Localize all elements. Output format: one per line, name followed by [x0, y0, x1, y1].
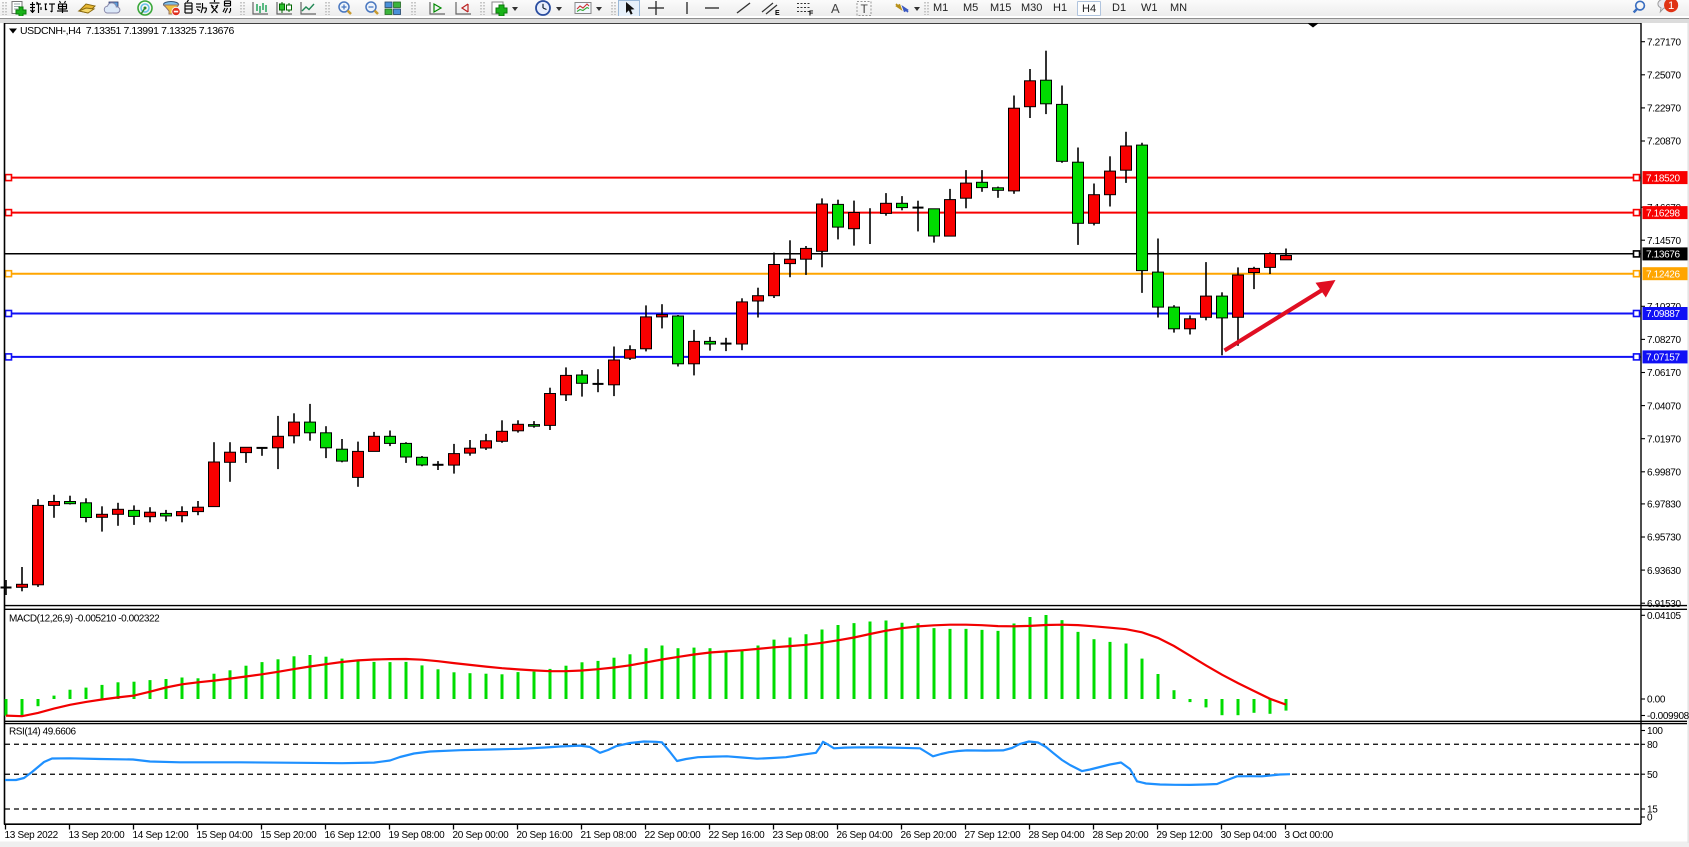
svg-text:28 Sep 04:00: 28 Sep 04:00 — [1029, 830, 1086, 841]
svg-text:F: F — [809, 11, 814, 18]
svg-text:13 Sep 20:00: 13 Sep 20:00 — [69, 830, 126, 841]
svg-text:6.99870: 6.99870 — [1647, 468, 1681, 479]
svg-text:7.06170: 7.06170 — [1647, 368, 1681, 379]
svg-text:50: 50 — [1647, 770, 1658, 781]
svg-text:20 Sep 00:00: 20 Sep 00:00 — [453, 830, 510, 841]
svg-text:28 Sep 20:00: 28 Sep 20:00 — [1093, 830, 1150, 841]
svg-text:E: E — [775, 10, 780, 17]
svg-text:6.97830: 6.97830 — [1647, 500, 1681, 511]
svg-text:0: 0 — [1647, 813, 1653, 824]
svg-text:6.95730: 6.95730 — [1647, 533, 1681, 544]
svg-text:7.08270: 7.08270 — [1647, 335, 1681, 346]
svg-text:7.27170: 7.27170 — [1647, 37, 1681, 48]
svg-text:0.04105: 0.04105 — [1647, 611, 1681, 622]
svg-text:29 Sep 12:00: 29 Sep 12:00 — [1157, 830, 1214, 841]
svg-text:15 Sep 20:00: 15 Sep 20:00 — [261, 830, 318, 841]
svg-text:7.09887: 7.09887 — [1646, 309, 1680, 320]
svg-text:15: 15 — [1647, 805, 1658, 816]
svg-text:23 Sep 08:00: 23 Sep 08:00 — [773, 830, 830, 841]
svg-text:22 Sep 00:00: 22 Sep 00:00 — [645, 830, 702, 841]
svg-text:7.01970: 7.01970 — [1647, 434, 1681, 445]
svg-text:MACD(12,26,9) -0.005210 -0.002: MACD(12,26,9) -0.005210 -0.002322 — [9, 614, 160, 625]
svg-text:7.13676: 7.13676 — [1646, 250, 1680, 261]
svg-text:0.00: 0.00 — [1647, 695, 1666, 706]
svg-text:19 Sep 08:00: 19 Sep 08:00 — [389, 830, 446, 841]
svg-text:22 Sep 16:00: 22 Sep 16:00 — [709, 830, 766, 841]
svg-text:7.12426: 7.12426 — [1646, 269, 1680, 280]
svg-text:6.91530: 6.91530 — [1647, 599, 1681, 610]
svg-text:1: 1 — [1668, 0, 1674, 12]
svg-text:100: 100 — [1647, 726, 1663, 737]
svg-text:13 Sep 2022: 13 Sep 2022 — [5, 830, 59, 841]
svg-text:3 Oct 00:00: 3 Oct 00:00 — [1285, 830, 1334, 841]
svg-text:USDCNH-,H4 7.13351 7.13991 7.: USDCNH-,H4 7.13351 7.13991 7.13325 7.136… — [20, 25, 235, 37]
svg-text:16 Sep 12:00: 16 Sep 12:00 — [325, 830, 382, 841]
svg-text:26 Sep 04:00: 26 Sep 04:00 — [837, 830, 894, 841]
svg-text:6.93630: 6.93630 — [1647, 566, 1681, 577]
svg-text:26 Sep 20:00: 26 Sep 20:00 — [901, 830, 958, 841]
svg-text:80: 80 — [1647, 740, 1658, 751]
svg-text:7.18520: 7.18520 — [1646, 173, 1680, 184]
svg-text:7.16298: 7.16298 — [1646, 208, 1680, 219]
svg-text:20 Sep 16:00: 20 Sep 16:00 — [517, 830, 574, 841]
svg-text:T: T — [861, 2, 869, 16]
svg-text:A: A — [831, 1, 840, 16]
svg-text:30 Sep 04:00: 30 Sep 04:00 — [1221, 830, 1278, 841]
svg-text:14 Sep 12:00: 14 Sep 12:00 — [133, 830, 190, 841]
svg-text:7.22970: 7.22970 — [1647, 104, 1681, 115]
svg-text:7.20870: 7.20870 — [1647, 137, 1681, 148]
svg-text:7.25070: 7.25070 — [1647, 71, 1681, 82]
svg-text:RSI(14) 49.6606: RSI(14) 49.6606 — [9, 727, 77, 738]
svg-text:21 Sep 08:00: 21 Sep 08:00 — [581, 830, 638, 841]
svg-text:7.14570: 7.14570 — [1647, 236, 1681, 247]
svg-text:27 Sep 12:00: 27 Sep 12:00 — [965, 830, 1022, 841]
svg-text:15 Sep 04:00: 15 Sep 04:00 — [197, 830, 254, 841]
svg-text:7.04070: 7.04070 — [1647, 401, 1681, 412]
svg-text:7.07157: 7.07157 — [1646, 353, 1680, 364]
svg-text:-0.009908: -0.009908 — [1647, 711, 1689, 722]
